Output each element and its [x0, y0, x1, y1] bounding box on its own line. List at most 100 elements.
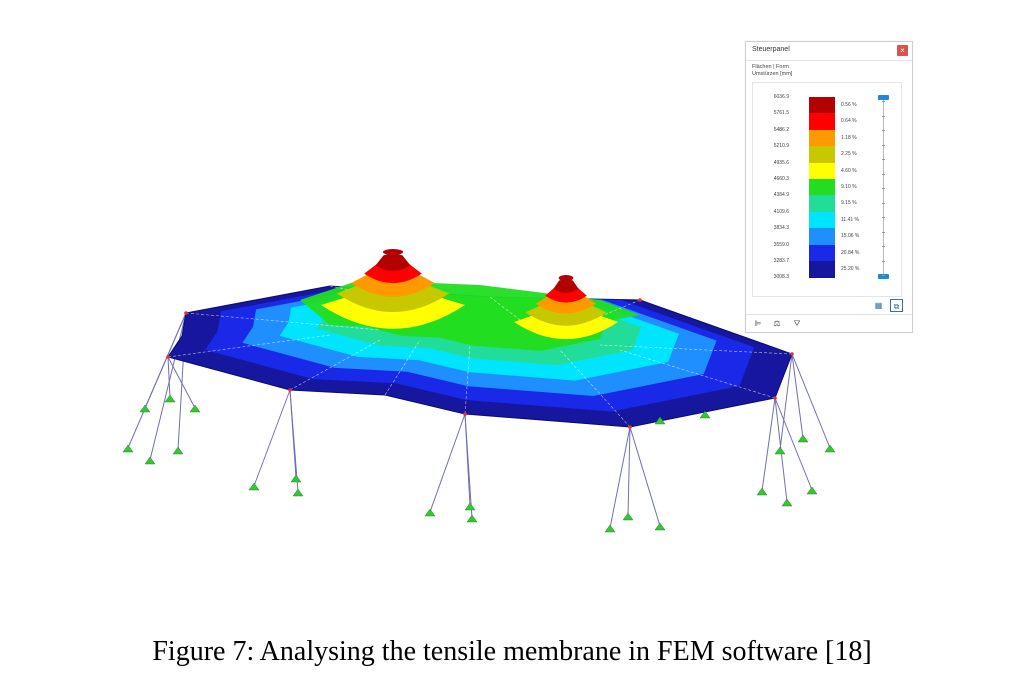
legend-color-band	[809, 211, 835, 229]
legend-percent: 11.41 %	[841, 216, 859, 223]
support-cable	[761, 397, 776, 492]
table-icon[interactable]: ▦	[874, 301, 883, 310]
ground-support-icon	[699, 410, 711, 419]
peak-cap	[558, 275, 574, 281]
legend-percent: 15.06 %	[841, 233, 860, 240]
peak-contour-band	[553, 279, 579, 293]
color-legend: 6036.9 5761.5 5486.2 5210.9 4935.6 4660.3 4384…	[752, 82, 902, 297]
legend-value: 6036.9	[773, 94, 789, 100]
legend-value: 3559.0	[773, 241, 789, 248]
support-cable	[253, 389, 291, 487]
legend-slider-bottom-handle[interactable]	[878, 274, 889, 279]
legend-value: 3008.3	[773, 274, 789, 281]
panel-subtitle-unit: Umstürzen [mm]	[752, 71, 793, 77]
support-cable	[629, 426, 661, 527]
anchor-nodes	[122, 298, 836, 533]
tensile-membrane	[167, 280, 793, 428]
legend-percent: 9.10 %	[841, 184, 857, 190]
slider-tick	[882, 275, 885, 276]
membrane-peaks	[321, 249, 618, 340]
legend-color-band	[809, 97, 835, 114]
slider-tick	[882, 260, 885, 262]
support-cable	[289, 389, 299, 493]
legend-value: 5761.5	[773, 110, 789, 117]
support-cable	[609, 426, 631, 529]
mast-top-node	[184, 311, 188, 315]
legend-color-band	[809, 228, 835, 245]
support-cable	[149, 312, 187, 461]
legend-percent: 4.60 %	[841, 167, 857, 174]
legend-slider-track[interactable]	[883, 97, 884, 277]
ground-support-icon	[164, 394, 176, 403]
filter-icon[interactable]: ⛛	[793, 319, 801, 328]
mast-top-node	[288, 388, 292, 392]
balance-icon[interactable]: ⚖	[773, 319, 781, 328]
legend-percent: 1.18 %	[841, 134, 857, 141]
panel-subtitle-result: Flächen | Form	[752, 64, 789, 70]
legend-percent: 0.64 %	[841, 118, 857, 125]
legend-color-band	[809, 146, 835, 163]
legend-value: 4660.3	[773, 176, 789, 182]
panel-footer-divider	[746, 314, 912, 315]
mast-top-node	[773, 396, 777, 400]
panel-divider	[746, 60, 912, 61]
legend-color-band	[809, 129, 835, 147]
ground-support-icon	[424, 508, 436, 517]
legend-value: 4109.6	[773, 208, 789, 215]
ground-support-icon	[139, 404, 151, 413]
legend-value: 4935.6	[773, 159, 789, 166]
legend-slider-top-handle[interactable]	[878, 95, 889, 100]
panel-toolbar: ▦ ⧉	[746, 299, 912, 313]
slider-tick	[882, 173, 885, 175]
slider-tick	[882, 202, 885, 204]
peak-contour-band	[375, 253, 411, 271]
ground-support-icon	[622, 512, 634, 521]
slider-tick	[882, 101, 885, 102]
slider-tick	[882, 217, 885, 218]
ground-support-icon	[756, 487, 768, 496]
mast-top-node	[166, 355, 170, 359]
legend-color-band	[809, 113, 835, 131]
slider-tick	[882, 188, 885, 189]
ground-support-icon	[189, 404, 201, 413]
legend-color-band	[809, 179, 835, 196]
membrane-seam-line	[464, 344, 471, 415]
slider-tick	[882, 130, 885, 131]
support-cable	[127, 312, 187, 449]
legend-percent: 20.84 %	[841, 249, 860, 256]
ground-support-icon	[466, 514, 478, 523]
membrane-seam-line	[167, 334, 331, 358]
ground-support-icon	[292, 488, 304, 497]
ground-support-icon	[781, 498, 793, 507]
settings-icon[interactable]: ⧉	[890, 299, 903, 312]
legend-percent: 0.56 %	[841, 102, 857, 108]
legend-value: 3834.3	[773, 225, 789, 232]
membrane-seam-line	[559, 349, 631, 428]
legend-color-band	[809, 244, 835, 262]
slider-tick	[882, 246, 885, 247]
ground-support-icon	[774, 446, 786, 455]
support-cable	[167, 356, 196, 409]
legend-percent: 2.25 %	[841, 151, 857, 158]
ground-support-icon	[144, 456, 156, 465]
ground-support-icon	[464, 502, 476, 511]
control-panel: Steuerpanel × Flächen | Form Umstürzen […	[745, 41, 913, 333]
ground-support-icon	[290, 474, 302, 483]
legend-percent: 9.15 %	[841, 200, 857, 207]
legend-color-band	[809, 261, 835, 278]
legend-value: 3283.7	[773, 258, 789, 264]
ground-support-icon	[248, 482, 260, 491]
legend-value: 4384.9	[773, 192, 789, 199]
legend-color-band	[809, 162, 835, 180]
figure-caption: Figure 7: Analysing the tensile membrane…	[152, 636, 872, 667]
ground-support-icon	[604, 524, 616, 533]
ground-support-icon	[824, 444, 836, 453]
support-cable	[791, 353, 831, 449]
color-scale-icon[interactable]: ⊫	[754, 319, 762, 328]
ground-support-icon	[654, 416, 666, 425]
slider-tick	[882, 144, 885, 146]
support-cable	[627, 426, 631, 517]
close-icon[interactable]: ×	[897, 45, 908, 56]
membrane-seam-line	[289, 339, 381, 391]
membrane-seam-line	[619, 349, 776, 399]
